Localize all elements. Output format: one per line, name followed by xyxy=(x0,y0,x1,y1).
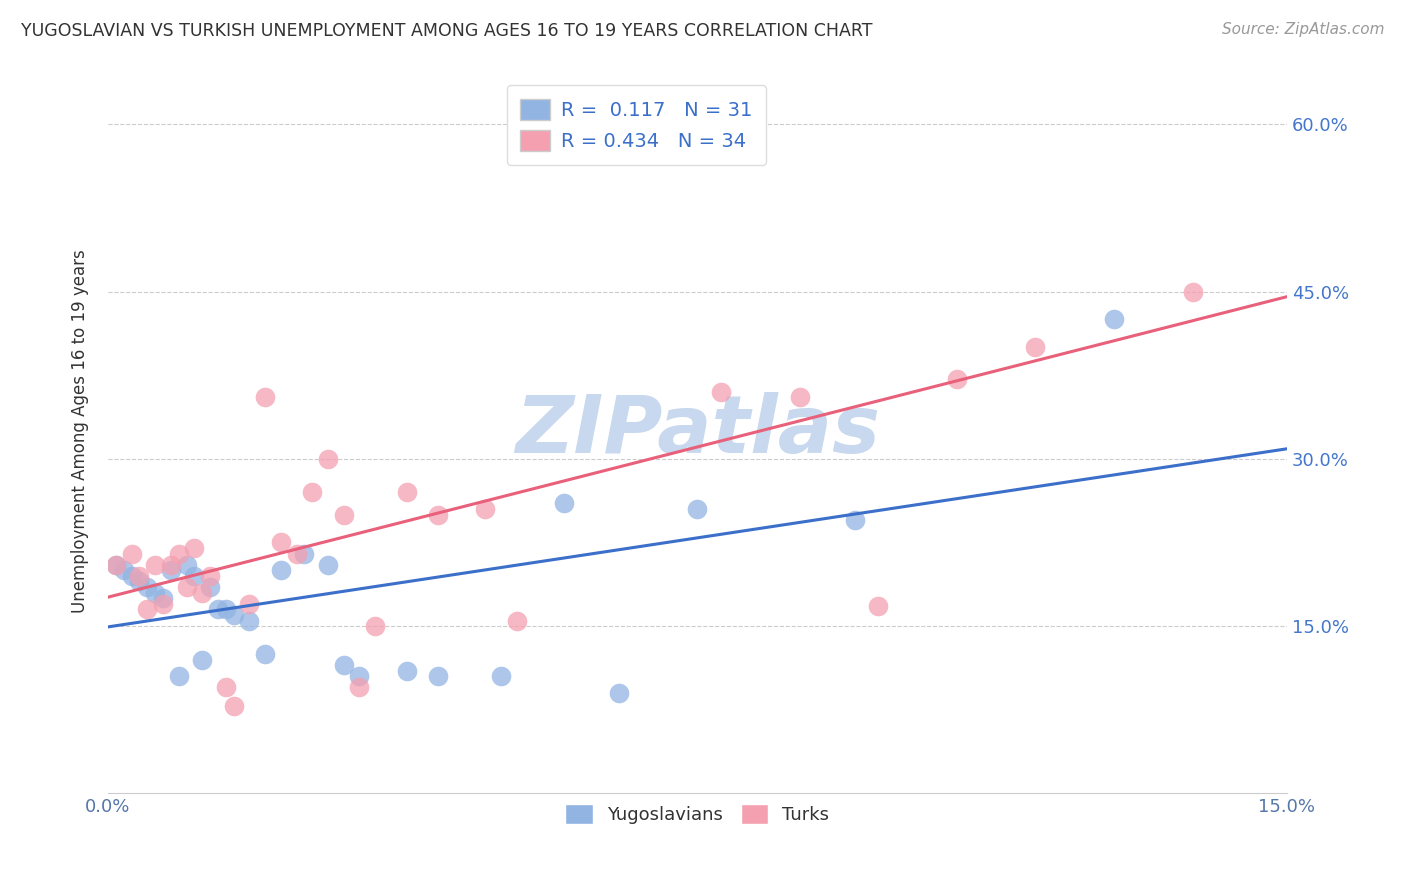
Point xyxy=(301,485,323,500)
Point xyxy=(128,574,150,589)
Point xyxy=(104,558,127,572)
Point xyxy=(710,384,733,399)
Point xyxy=(167,669,190,683)
Point xyxy=(395,664,418,678)
Point xyxy=(160,563,183,577)
Point xyxy=(121,569,143,583)
Point xyxy=(143,558,166,572)
Point xyxy=(222,699,245,714)
Point xyxy=(686,502,709,516)
Point xyxy=(505,614,527,628)
Point xyxy=(238,597,260,611)
Point xyxy=(1102,312,1125,326)
Point xyxy=(285,547,308,561)
Point xyxy=(270,535,292,549)
Point xyxy=(316,451,339,466)
Point xyxy=(332,658,354,673)
Point xyxy=(553,496,575,510)
Y-axis label: Unemployment Among Ages 16 to 19 years: Unemployment Among Ages 16 to 19 years xyxy=(72,249,89,613)
Point xyxy=(160,558,183,572)
Point xyxy=(474,502,496,516)
Text: ZIPatlas: ZIPatlas xyxy=(515,392,880,470)
Point xyxy=(198,569,221,583)
Point xyxy=(198,580,221,594)
Point xyxy=(167,547,190,561)
Point xyxy=(152,597,174,611)
Point xyxy=(945,371,967,385)
Point xyxy=(207,602,229,616)
Point xyxy=(183,569,205,583)
Point xyxy=(395,485,418,500)
Point xyxy=(254,647,277,661)
Point xyxy=(349,681,371,695)
Point xyxy=(316,558,339,572)
Legend: Yugoslavians, Turks: Yugoslavians, Turks xyxy=(554,794,841,835)
Point xyxy=(270,563,292,577)
Point xyxy=(121,547,143,561)
Point xyxy=(191,652,214,666)
Point xyxy=(215,681,238,695)
Point xyxy=(136,602,159,616)
Point xyxy=(128,569,150,583)
Point xyxy=(238,614,260,628)
Text: Source: ZipAtlas.com: Source: ZipAtlas.com xyxy=(1222,22,1385,37)
Point xyxy=(789,391,811,405)
Point xyxy=(349,669,371,683)
Point xyxy=(176,580,198,594)
Point xyxy=(176,558,198,572)
Point xyxy=(364,619,387,633)
Point xyxy=(427,508,450,522)
Point xyxy=(112,563,135,577)
Point xyxy=(844,513,866,527)
Point xyxy=(215,602,238,616)
Point xyxy=(136,580,159,594)
Point xyxy=(104,558,127,572)
Text: YUGOSLAVIAN VS TURKISH UNEMPLOYMENT AMONG AGES 16 TO 19 YEARS CORRELATION CHART: YUGOSLAVIAN VS TURKISH UNEMPLOYMENT AMON… xyxy=(21,22,873,40)
Point xyxy=(607,686,630,700)
Point xyxy=(222,607,245,622)
Point xyxy=(553,139,575,153)
Point xyxy=(868,599,890,613)
Point xyxy=(294,547,316,561)
Point xyxy=(1024,340,1046,354)
Point xyxy=(191,585,214,599)
Point xyxy=(489,669,512,683)
Point xyxy=(427,669,450,683)
Point xyxy=(1181,285,1204,299)
Point xyxy=(143,585,166,599)
Point xyxy=(254,391,277,405)
Point xyxy=(152,591,174,606)
Point xyxy=(183,541,205,555)
Point xyxy=(332,508,354,522)
